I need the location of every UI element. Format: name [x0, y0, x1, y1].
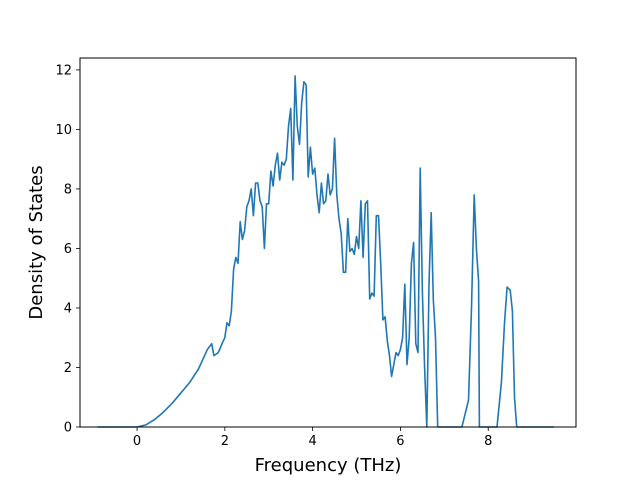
x-tick-label: 8 [484, 434, 492, 449]
y-axis-label: Density of States [26, 165, 47, 319]
x-tick-label: 6 [396, 434, 404, 449]
axis-ticks: 0 2 4 6 8 0 2 4 6 8 10 12 [55, 63, 492, 449]
y-tick-label: 6 [64, 242, 72, 257]
y-tick-label: 12 [55, 63, 72, 78]
y-tick-label: 8 [64, 182, 72, 197]
y-tick-label: 2 [64, 361, 72, 376]
y-tick-label: 10 [55, 123, 72, 138]
x-tick-label: 0 [133, 434, 141, 449]
plot-frame [79, 57, 577, 428]
x-tick-label: 4 [308, 434, 316, 449]
x-axis-label: Frequency (THz) [255, 455, 402, 476]
x-tick-label: 2 [221, 434, 229, 449]
series-layer [97, 75, 555, 428]
y-tick-label: 0 [64, 421, 72, 436]
dos-series-line [97, 75, 555, 428]
y-tick-label: 4 [64, 301, 72, 316]
